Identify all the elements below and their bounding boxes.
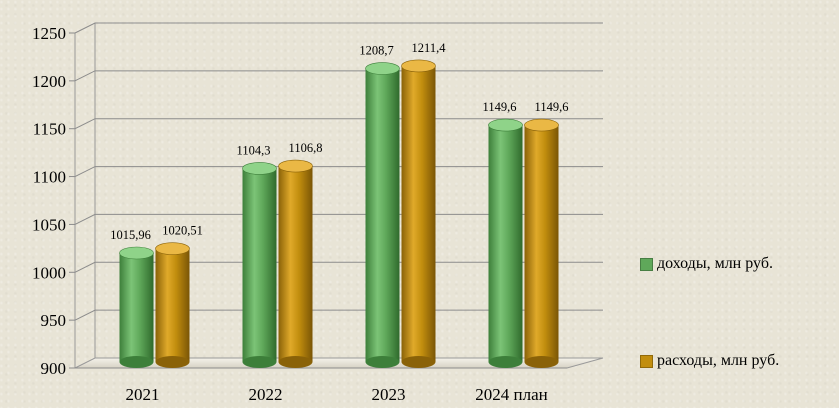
- legend-item-expense: расходы, млн руб.: [640, 352, 779, 370]
- y-tick-label: 950: [41, 311, 67, 330]
- data-label: 1208,7: [359, 44, 393, 58]
- bar-base: [401, 356, 436, 368]
- data-label: 1015,96: [110, 228, 151, 242]
- x-tick-label: 2023: [372, 385, 406, 404]
- x-axis-labels: 2021 2022 2023 2024 план: [126, 385, 548, 404]
- bar: [488, 125, 523, 363]
- bar-top: [401, 59, 436, 73]
- data-label: 1104,3: [237, 143, 271, 157]
- bar-base: [365, 356, 400, 368]
- bar: [401, 65, 436, 363]
- gridline: [74, 70, 603, 82]
- legend-item-income: доходы, млн руб.: [640, 255, 773, 273]
- bar-top: [155, 242, 190, 255]
- data-label: 1020,51: [162, 224, 203, 238]
- bar-base: [119, 356, 154, 368]
- gridline: [74, 213, 603, 225]
- legend-label-income: доходы, млн руб.: [657, 255, 773, 272]
- x-tick-label: 2021: [126, 385, 160, 404]
- bar-top: [488, 118, 523, 132]
- y-tick-label: 900: [41, 359, 67, 378]
- y-tick-label: 1150: [33, 120, 66, 139]
- gridline: [74, 309, 603, 321]
- bar: [119, 253, 154, 362]
- bars: 1015,96 1020,51 1104,3 1106,8 1208,7 1211,4 11…: [110, 41, 568, 368]
- bar: [155, 248, 190, 362]
- gridline: [74, 166, 603, 178]
- bar-top: [119, 246, 154, 260]
- gridline: [74, 22, 603, 34]
- y-tick-label: 1050: [32, 215, 66, 234]
- bar-top: [365, 62, 400, 75]
- bar-base: [155, 356, 190, 368]
- y-tick-label: 1100: [33, 168, 66, 187]
- legend-label-expense: расходы, млн руб.: [657, 352, 780, 369]
- grid-lines: [74, 22, 604, 369]
- bar: [365, 68, 400, 362]
- bar-top: [242, 162, 277, 175]
- bar-base: [488, 356, 523, 368]
- bar-base: [524, 356, 559, 368]
- data-label: 1211,4: [412, 41, 447, 55]
- bar: [242, 168, 277, 362]
- gridline: [74, 118, 603, 130]
- data-label: 1149,6: [535, 100, 569, 114]
- data-label: 1149,6: [483, 100, 517, 114]
- bar-top: [278, 159, 313, 173]
- y-tick-label: 1000: [32, 263, 66, 282]
- y-tick-label: 1200: [32, 72, 66, 91]
- x-tick-label: 2024 план: [475, 385, 547, 404]
- x-tick-label: 2022: [249, 385, 283, 404]
- bar-top: [524, 118, 559, 132]
- legend-swatch-income: [640, 257, 653, 271]
- bar-base: [278, 356, 313, 368]
- legend-swatch-expense: [640, 354, 653, 368]
- bar: [278, 166, 313, 362]
- data-label: 1106,8: [289, 141, 323, 155]
- y-axis-ticks: 900 950 1000 1050 1100 1150 1200 1250: [32, 24, 75, 378]
- floor: [74, 357, 604, 369]
- gridline: [74, 261, 603, 273]
- y-tick-label: 1250: [32, 24, 66, 43]
- bar-base: [242, 356, 277, 368]
- bar: [524, 125, 559, 363]
